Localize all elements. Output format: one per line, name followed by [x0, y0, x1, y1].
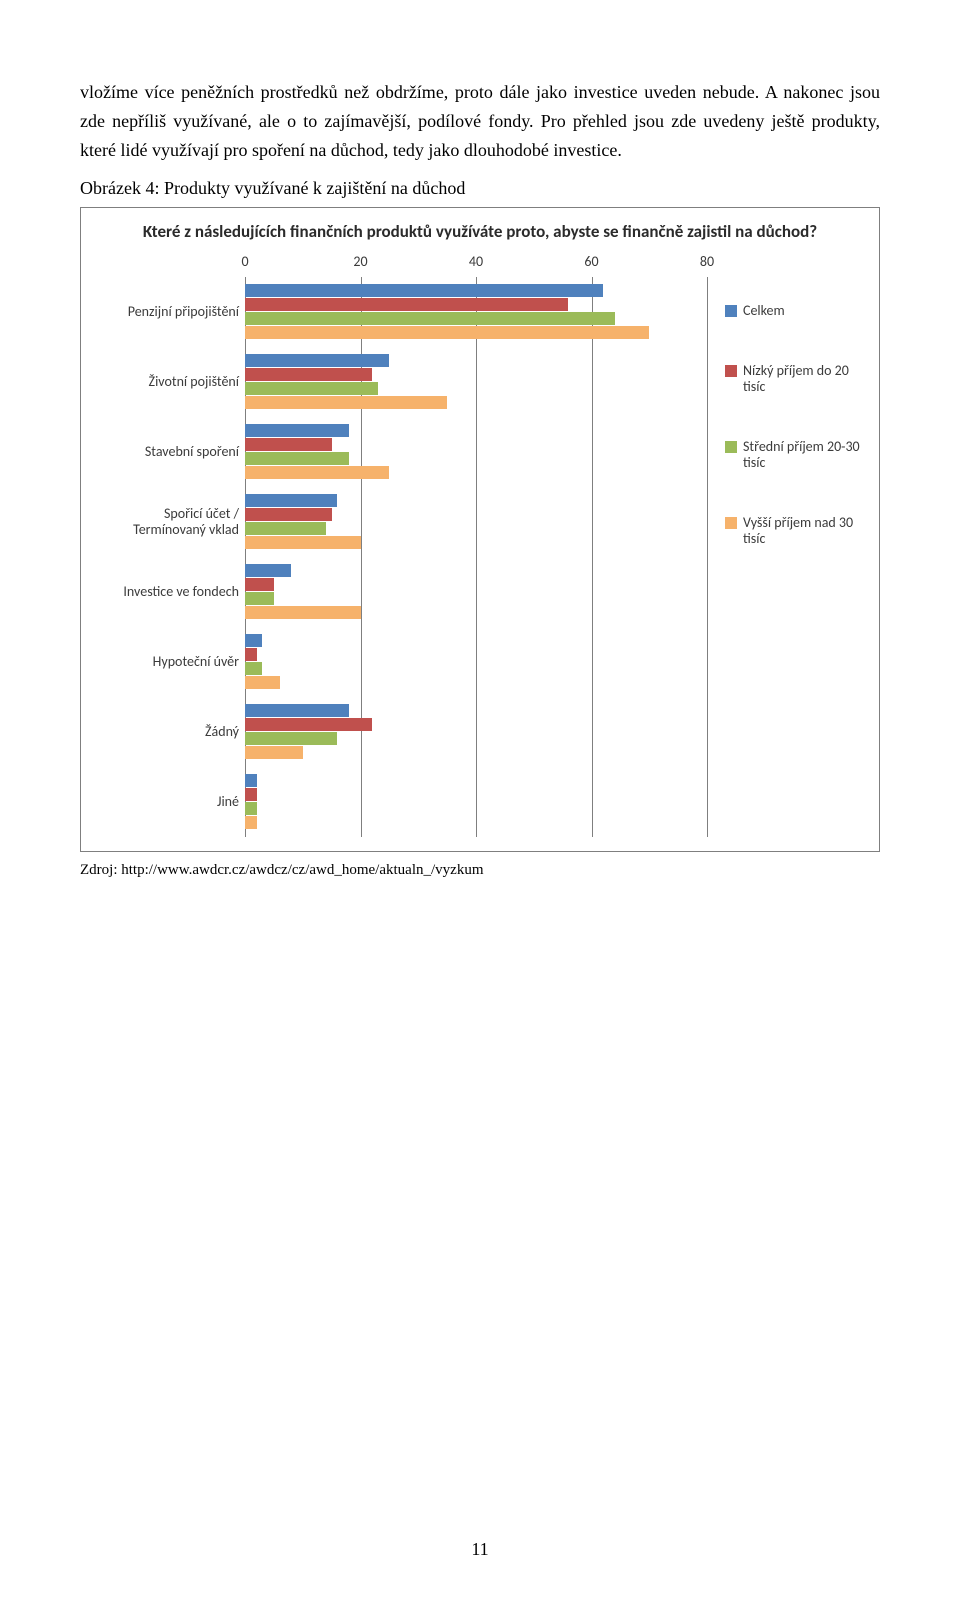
- bar: [245, 396, 447, 409]
- category-label: Hypoteční úvěr: [95, 627, 245, 697]
- category-label: Spořicí účet / Termínovaný vklad: [95, 487, 245, 557]
- bar: [245, 438, 332, 451]
- chart-frame: Které z následujících finančních produkt…: [80, 207, 880, 851]
- bar-group: [245, 557, 707, 627]
- x-axis-tick: 20: [353, 253, 367, 270]
- x-axis-tick: 60: [584, 253, 598, 270]
- x-axis-tick: 40: [469, 253, 483, 270]
- bar: [245, 606, 361, 619]
- legend-item: Vyšší příjem nad 30 tisíc: [725, 515, 865, 547]
- bar-group: [245, 347, 707, 417]
- legend-label: Vyšší příjem nad 30 tisíc: [743, 515, 865, 547]
- bar: [245, 676, 280, 689]
- gridline: [707, 277, 708, 837]
- bar: [245, 816, 257, 829]
- bar: [245, 424, 349, 437]
- legend-item: Nízký příjem do 20 tisíc: [725, 363, 865, 395]
- bar: [245, 634, 262, 647]
- legend-swatch: [725, 441, 737, 453]
- bar: [245, 284, 603, 297]
- category-label: Penzijní připojištění: [95, 277, 245, 347]
- bar: [245, 774, 257, 787]
- bar: [245, 802, 257, 815]
- x-axis: 020406080: [245, 253, 707, 277]
- legend-label: Celkem: [743, 303, 785, 319]
- bar: [245, 494, 337, 507]
- source-line: Zdroj: http://www.awdcr.cz/awdcz/cz/awd_…: [80, 862, 880, 879]
- bar: [245, 536, 361, 549]
- bar-group: [245, 277, 707, 347]
- legend-swatch: [725, 517, 737, 529]
- category-labels-column: Penzijní připojištěníŽivotní pojištěníSt…: [95, 253, 245, 837]
- bar: [245, 592, 274, 605]
- bar: [245, 382, 378, 395]
- bar: [245, 508, 332, 521]
- category-label: Stavební spoření: [95, 417, 245, 487]
- legend-label: Střední příjem 20-30 tisíc: [743, 439, 865, 471]
- bar: [245, 466, 389, 479]
- bar: [245, 578, 274, 591]
- legend-item: Střední příjem 20-30 tisíc: [725, 439, 865, 471]
- bars-area: [245, 277, 707, 837]
- legend-swatch: [725, 365, 737, 377]
- bar-group: [245, 417, 707, 487]
- category-label: Životní pojištění: [95, 347, 245, 417]
- bar: [245, 788, 257, 801]
- bar-group: [245, 767, 707, 837]
- page-number: 11: [0, 1539, 960, 1560]
- chart-title: Které z následujících finančních produkt…: [95, 222, 865, 242]
- bar: [245, 326, 649, 339]
- body-paragraph: vložíme více peněžních prostředků než ob…: [80, 78, 880, 164]
- bar: [245, 354, 389, 367]
- bar: [245, 662, 262, 675]
- bar: [245, 452, 349, 465]
- category-label: Investice ve fondech: [95, 557, 245, 627]
- x-axis-tick: 80: [700, 253, 714, 270]
- legend-label: Nízký příjem do 20 tisíc: [743, 363, 865, 395]
- bar: [245, 704, 349, 717]
- category-label: Jiné: [95, 767, 245, 837]
- bar-group: [245, 487, 707, 557]
- legend-swatch: [725, 305, 737, 317]
- bar: [245, 522, 326, 535]
- legend-item: Celkem: [725, 303, 865, 319]
- bar: [245, 732, 337, 745]
- bar: [245, 312, 615, 325]
- plot-area: 020406080: [245, 253, 707, 837]
- figure-caption: Obrázek 4: Produkty využívané k zajištěn…: [80, 178, 880, 199]
- legend: Celkem Nízký příjem do 20 tisíc Střední př…: [707, 253, 865, 837]
- bar: [245, 564, 291, 577]
- x-axis-tick: 0: [241, 253, 248, 270]
- bar: [245, 746, 303, 759]
- bar-group: [245, 627, 707, 697]
- bar-group: [245, 697, 707, 767]
- bar: [245, 648, 257, 661]
- bar: [245, 298, 568, 311]
- bar: [245, 368, 372, 381]
- bar: [245, 718, 372, 731]
- category-label: Žádný: [95, 697, 245, 767]
- chart-body: Penzijní připojištěníŽivotní pojištěníSt…: [95, 253, 865, 837]
